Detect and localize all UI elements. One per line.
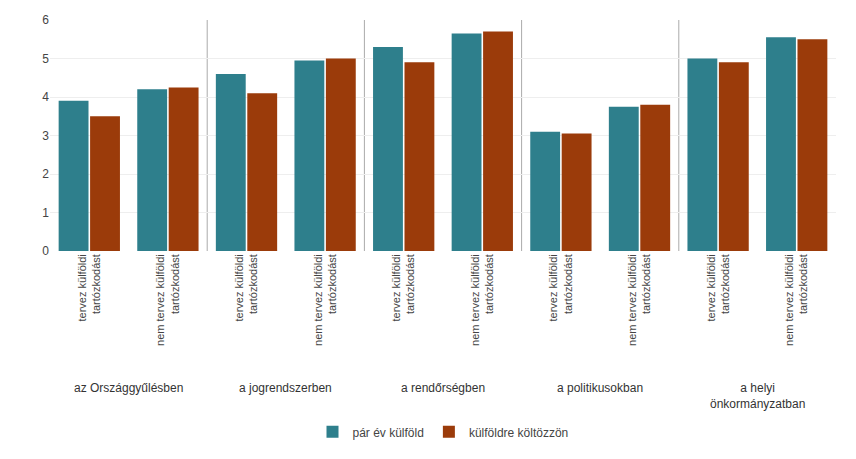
svg-text:nem tervez külfölditartózkodás: nem tervez külfölditartózkodást bbox=[783, 254, 809, 346]
svg-text:a politikusokban: a politikusokban bbox=[557, 381, 643, 395]
svg-text:nem tervez külfölditartózkodás: nem tervez külfölditartózkodást bbox=[154, 254, 180, 346]
svg-text:5: 5 bbox=[42, 52, 49, 66]
svg-text:pár év külföld: pár év külföld bbox=[353, 426, 424, 440]
svg-text:tervez külfölditartózkodást: tervez külfölditartózkodást bbox=[233, 254, 259, 321]
svg-text:tervez külfölditartózkodást: tervez külfölditartózkodást bbox=[76, 254, 102, 321]
svg-text:1: 1 bbox=[42, 206, 49, 220]
svg-text:2: 2 bbox=[42, 167, 49, 181]
svg-text:az Országgyűlésben: az Országgyűlésben bbox=[74, 381, 183, 395]
svg-text:0: 0 bbox=[42, 244, 49, 258]
svg-text:nem tervez külfölditartózkodás: nem tervez külfölditartózkodást bbox=[312, 254, 338, 346]
svg-text:a helyiönkormányzatban: a helyiönkormányzatban bbox=[710, 381, 805, 411]
svg-text:a jogrendszerben: a jogrendszerben bbox=[239, 381, 332, 395]
svg-text:6: 6 bbox=[42, 13, 49, 27]
svg-text:tervez külfölditartózkodást: tervez külfölditartózkodást bbox=[390, 254, 416, 321]
svg-text:tervez külfölditartózkodást: tervez külfölditartózkodást bbox=[705, 254, 731, 321]
svg-text:külföldre költözzön: külföldre költözzön bbox=[469, 426, 568, 440]
svg-text:tervez külfölditartózkodást: tervez külfölditartózkodást bbox=[547, 254, 573, 321]
svg-text:3: 3 bbox=[42, 129, 49, 143]
svg-text:nem tervez külfölditartózkodás: nem tervez külfölditartózkodást bbox=[626, 254, 652, 346]
svg-text:a rendőrségben: a rendőrségben bbox=[401, 381, 485, 395]
svg-text:nem tervez külfölditartózkodás: nem tervez külfölditartózkodást bbox=[469, 254, 495, 346]
svg-text:4: 4 bbox=[42, 90, 49, 104]
